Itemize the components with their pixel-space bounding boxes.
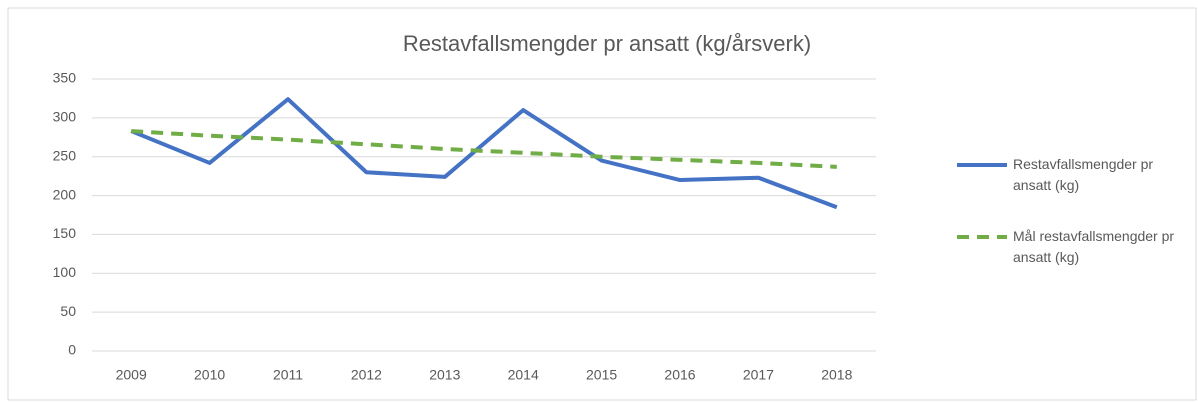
y-tick-label: 150 [53, 225, 77, 241]
y-tick-label: 0 [68, 342, 76, 358]
x-tick-label: 2012 [351, 367, 382, 383]
x-tick-label: 2016 [664, 367, 695, 383]
x-tick-label: 2017 [743, 367, 774, 383]
y-tick-label: 300 [53, 109, 77, 125]
legend-label: Mål restavfallsmengder pr ansatt (kg) [1013, 228, 1175, 265]
x-tick-label: 2010 [194, 367, 225, 383]
x-tick-label: 2009 [116, 367, 147, 383]
series-line [131, 129, 837, 169]
chart-title: Restavfallsmengder pr ansatt (kg/årsverk… [403, 31, 811, 56]
x-tick-label: 2011 [273, 367, 303, 383]
x-tick-label: 2018 [821, 367, 852, 383]
chart-frame [7, 7, 1197, 401]
y-tick-label: 250 [53, 147, 77, 163]
x-tick-label: 2013 [429, 367, 460, 383]
series-line [130, 97, 838, 210]
x-tick-label: 2014 [508, 367, 539, 383]
y-tick-label: 200 [53, 186, 77, 202]
y-tick-label: 100 [53, 264, 77, 280]
y-tick-label: 350 [53, 70, 77, 86]
x-tick-label: 2015 [586, 367, 617, 383]
y-tick-label: 50 [60, 303, 76, 319]
legend-label: Restavfallsmengder pr ansatt (kg) [1013, 156, 1154, 193]
